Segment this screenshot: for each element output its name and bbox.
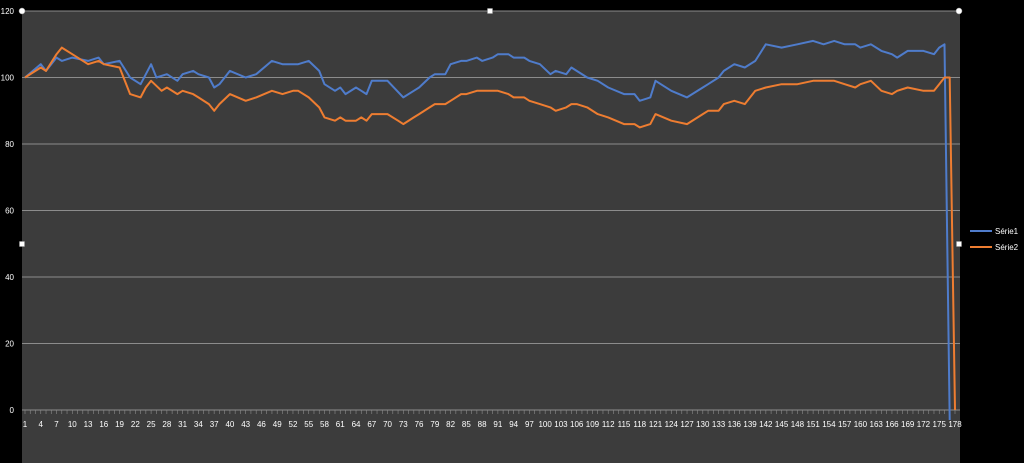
x-tick-label: 85 xyxy=(462,420,471,429)
series-line-1 xyxy=(24,39,951,421)
y-tick-label: 20 xyxy=(5,340,14,349)
x-tick-label: 124 xyxy=(665,420,679,429)
series-line-2 xyxy=(24,46,956,411)
x-tick-label: 55 xyxy=(304,420,313,429)
x-tick-label: 118 xyxy=(633,420,646,429)
y-tick-label: 100 xyxy=(1,74,15,83)
x-tick-label: 16 xyxy=(99,420,108,429)
resize-handle-side[interactable] xyxy=(956,241,962,247)
x-tick-label: 19 xyxy=(115,420,124,429)
y-tick-label: 120 xyxy=(1,7,15,16)
x-tick-label: 10 xyxy=(68,420,77,429)
x-tick-label: 73 xyxy=(399,420,408,429)
x-tick-label: 91 xyxy=(493,420,502,429)
x-tick-label: 142 xyxy=(759,420,773,429)
x-tick-label: 67 xyxy=(367,420,376,429)
x-tick-label: 88 xyxy=(478,420,487,429)
x-tick-label: 103 xyxy=(554,420,568,429)
x-tick-label: 133 xyxy=(712,420,726,429)
y-tick-label: 80 xyxy=(5,140,14,149)
x-tick-label: 34 xyxy=(194,420,203,429)
x-tick-label: 130 xyxy=(696,420,710,429)
x-tick-label: 175 xyxy=(933,420,947,429)
x-tick-label: 82 xyxy=(446,420,455,429)
x-tick-label: 121 xyxy=(649,420,663,429)
x-tick-label: 40 xyxy=(225,420,234,429)
x-tick-label: 76 xyxy=(415,420,424,429)
y-tick-label: 60 xyxy=(5,207,14,216)
x-tick-label: 127 xyxy=(680,420,694,429)
x-tick-label: 52 xyxy=(289,420,298,429)
x-tick-label: 22 xyxy=(131,420,140,429)
x-tick-label: 37 xyxy=(210,420,219,429)
x-tick-label: 1 xyxy=(23,420,28,429)
x-tick-label: 31 xyxy=(178,420,187,429)
x-tick-label: 154 xyxy=(822,420,836,429)
resize-handle-corner[interactable] xyxy=(18,7,26,15)
x-tick-label: 157 xyxy=(838,420,852,429)
x-tick-label: 94 xyxy=(509,420,518,429)
x-tick-label: 79 xyxy=(430,420,439,429)
x-tick-label: 13 xyxy=(84,420,93,429)
x-tick-label: 151 xyxy=(806,420,820,429)
resize-handle-corner[interactable] xyxy=(955,7,963,15)
x-tick-label: 109 xyxy=(586,420,600,429)
x-tick-label: 166 xyxy=(885,420,899,429)
x-tick-label: 163 xyxy=(870,420,884,429)
x-tick-label: 25 xyxy=(147,420,156,429)
y-tick-label: 40 xyxy=(5,273,14,282)
selection-handles[interactable] xyxy=(18,7,963,247)
x-tick-label: 49 xyxy=(273,420,282,429)
legend-label-2: Série2 xyxy=(995,243,1019,252)
x-tick-label: 139 xyxy=(743,420,757,429)
resize-handle-side[interactable] xyxy=(19,241,25,247)
x-tick-label: 115 xyxy=(618,420,631,429)
x-tick-label: 106 xyxy=(570,420,584,429)
x-tick-label: 61 xyxy=(336,420,345,429)
x-tick-label: 64 xyxy=(352,420,361,429)
x-tick-label: 43 xyxy=(241,420,250,429)
x-tick-label: 4 xyxy=(39,420,44,429)
x-tick-label: 28 xyxy=(162,420,171,429)
x-tick-label: 70 xyxy=(383,420,392,429)
legend-label-1: Série1 xyxy=(995,227,1019,236)
plot-area: 0 20 40 60 80 100 120 1 4 7 10 13 16 19 22 25 28 31 34 37 40… xyxy=(1,7,962,463)
x-tick-label: 172 xyxy=(917,420,931,429)
x-tick-label: 136 xyxy=(728,420,742,429)
x-tick-label: 100 xyxy=(538,420,552,429)
x-tick-label: 46 xyxy=(257,420,266,429)
plot-background xyxy=(22,11,960,463)
x-tick-label: 145 xyxy=(775,420,789,429)
x-tick-label: 112 xyxy=(602,420,615,429)
x-tick-label: 160 xyxy=(854,420,868,429)
resize-handle-side[interactable] xyxy=(487,8,493,14)
legend: Série1 Série2 xyxy=(970,227,1019,252)
x-tick-label: 58 xyxy=(320,420,329,429)
x-tick-label: 148 xyxy=(791,420,805,429)
y-tick-label: 0 xyxy=(10,406,15,415)
x-tick-label: 97 xyxy=(525,420,534,429)
x-tick-label: 169 xyxy=(901,420,915,429)
x-tick-label: 178 xyxy=(948,420,962,429)
x-tick-label: 7 xyxy=(54,420,59,429)
